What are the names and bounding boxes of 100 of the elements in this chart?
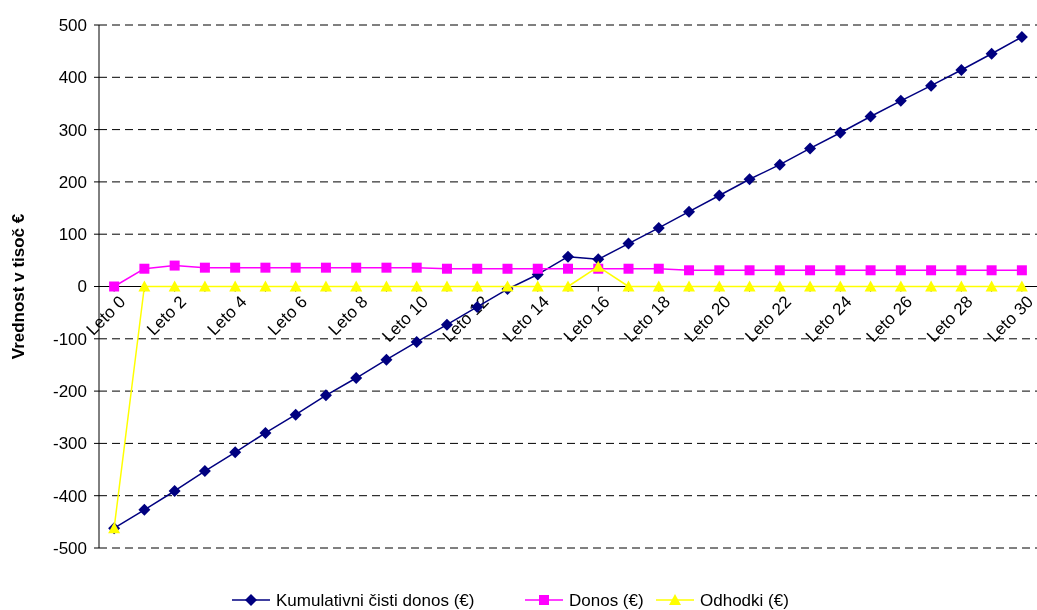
point [1016, 265, 1027, 276]
point [684, 265, 695, 276]
point [986, 265, 997, 276]
point [955, 63, 968, 76]
point [109, 281, 120, 292]
point [563, 263, 573, 274]
point [865, 265, 876, 276]
point [894, 280, 907, 292]
x-tick-label: Leto 28 [923, 292, 977, 346]
point [319, 280, 332, 292]
point [501, 280, 514, 292]
point [168, 484, 181, 497]
point [834, 280, 847, 292]
point [502, 263, 513, 274]
point [259, 426, 272, 439]
point [289, 280, 302, 292]
point [289, 408, 302, 421]
x-tick-label: Leto 10 [378, 292, 432, 346]
point [743, 280, 756, 292]
point [138, 503, 151, 516]
y-tick-label: 200 [58, 172, 87, 192]
point [622, 280, 635, 292]
point [623, 263, 634, 274]
point [472, 263, 483, 274]
point [260, 262, 271, 273]
y-axis-title: Vrednost v tisoč € [9, 213, 28, 360]
point [168, 280, 181, 292]
point [351, 262, 362, 273]
point [229, 280, 242, 292]
point [138, 280, 151, 292]
point [985, 47, 998, 60]
x-tick-label: Leto 20 [680, 292, 735, 346]
x-tick-label: Leto 14 [499, 292, 553, 346]
y-tick-label: -300 [52, 434, 87, 454]
point [804, 142, 817, 155]
point [350, 372, 363, 385]
x-tick-label: Leto 4 [203, 292, 251, 340]
x-tick-label: Leto 24 [802, 292, 856, 346]
legend-label: Odhodki (€) [700, 590, 789, 610]
point [290, 262, 301, 273]
point [441, 263, 452, 274]
point [319, 389, 332, 402]
point [531, 280, 544, 292]
point [410, 280, 423, 292]
point [411, 262, 422, 273]
x-tick-label: Leto 16 [559, 292, 614, 346]
point [350, 280, 363, 292]
point [925, 79, 938, 92]
point [683, 205, 696, 218]
x-tick-label: Leto 6 [264, 292, 311, 340]
point [743, 173, 756, 186]
point [532, 263, 543, 274]
point [652, 221, 665, 234]
x-tick-label: Leto 22 [741, 292, 796, 346]
x-tick-label: Leto 8 [324, 292, 372, 340]
point [230, 262, 241, 273]
point [622, 237, 635, 250]
legend-label: Donos (€) [569, 590, 644, 610]
point [198, 465, 211, 478]
point [774, 265, 785, 276]
point [229, 446, 242, 459]
point [773, 158, 786, 171]
point [895, 265, 906, 276]
y-tick-label: 100 [58, 225, 87, 245]
point [198, 280, 211, 292]
y-tick-label: 0 [77, 277, 87, 297]
point [562, 280, 574, 292]
point [926, 265, 937, 276]
point [1015, 31, 1028, 44]
point [199, 262, 210, 273]
point [834, 126, 847, 139]
x-tick-label: Leto 26 [862, 292, 917, 346]
point [381, 262, 392, 273]
x-tick-label: Leto 30 [983, 292, 1037, 346]
point [713, 280, 726, 292]
point [683, 280, 696, 292]
y-tick-label: 500 [58, 15, 87, 35]
y-tick-label: -100 [52, 329, 87, 349]
point [380, 280, 393, 292]
point [955, 280, 968, 292]
point [714, 265, 725, 276]
point [440, 280, 453, 292]
point [653, 263, 664, 274]
point [169, 260, 180, 271]
y-tick-label: 300 [58, 120, 87, 140]
y-tick-label: 400 [58, 68, 87, 88]
point [652, 280, 665, 292]
point [139, 263, 150, 274]
point [471, 280, 484, 292]
point [956, 265, 967, 276]
point [259, 280, 272, 292]
y-tick-label: -200 [52, 382, 87, 402]
point [864, 280, 877, 292]
point [410, 335, 423, 348]
point [713, 189, 726, 202]
point [985, 280, 998, 292]
point [1015, 280, 1028, 292]
point [864, 110, 877, 123]
point [835, 265, 846, 276]
point [805, 265, 816, 276]
